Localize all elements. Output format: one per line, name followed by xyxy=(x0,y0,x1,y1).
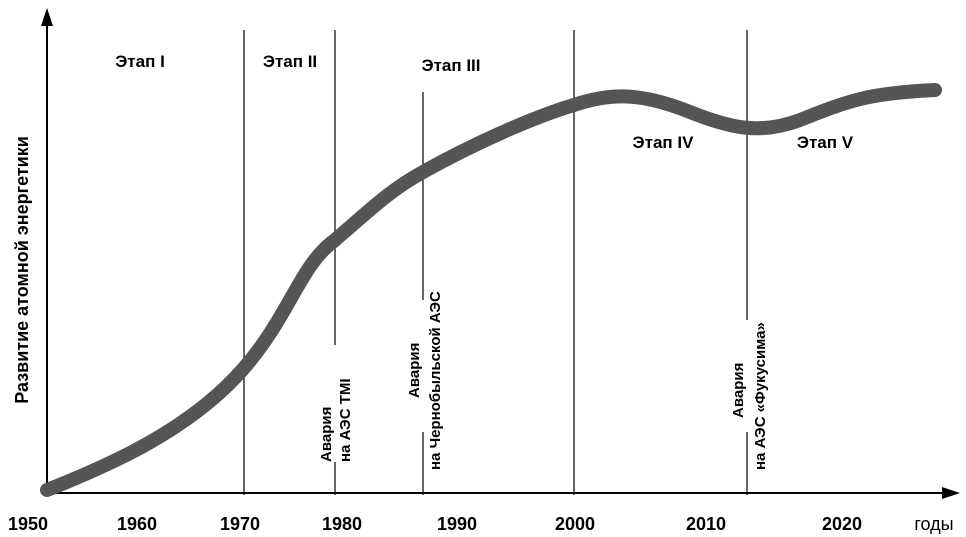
event-label: на АЭС «Фукусима» xyxy=(752,322,769,470)
x-tick-label: 2000 xyxy=(555,514,595,534)
stage-label: Этап II xyxy=(263,52,317,71)
stage-label: Этап IV xyxy=(633,133,695,152)
x-tick-label: 1970 xyxy=(220,514,260,534)
x-tick-label: 2020 xyxy=(822,514,862,534)
x-tick-label: 1990 xyxy=(437,514,477,534)
event-label: на АЭС TMI xyxy=(337,378,354,462)
y-axis-arrow xyxy=(41,8,53,26)
stage-label: Этап III xyxy=(421,56,480,75)
event-label: Авария xyxy=(730,363,747,418)
x-tick-label: 1950 xyxy=(8,514,48,534)
x-tick-label: 1980 xyxy=(322,514,362,534)
x-axis-label: годы xyxy=(914,514,953,534)
x-tick-label: 1960 xyxy=(117,514,157,534)
development-curve xyxy=(40,83,942,497)
event-label: Авария xyxy=(406,343,423,398)
event-label: Авария xyxy=(318,407,335,462)
stage-label: Этап I xyxy=(115,52,165,71)
x-tick-label: 2010 xyxy=(686,514,726,534)
stage-label: Этап V xyxy=(797,133,854,152)
x-axis-arrow xyxy=(942,487,960,499)
y-axis-label: Развитие атомной энергетики xyxy=(12,136,32,404)
event-label: на Чернобыльской АЭС xyxy=(427,291,444,470)
